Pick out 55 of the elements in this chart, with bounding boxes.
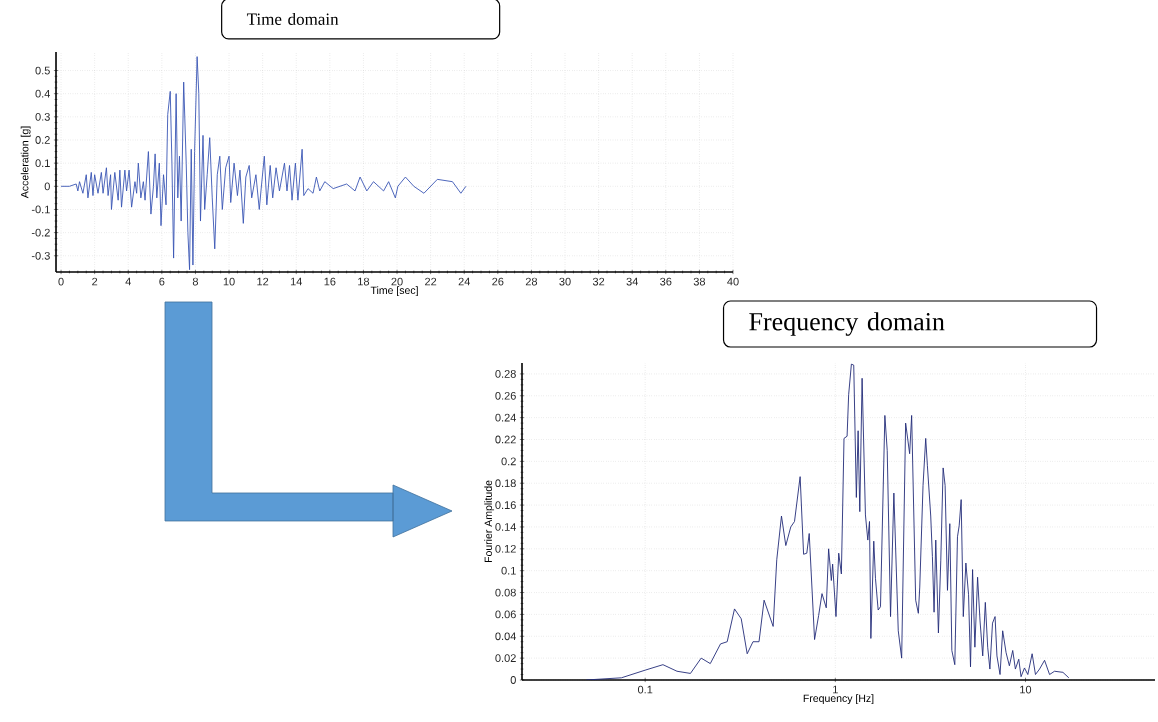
x-tick-label: 0.1 xyxy=(637,685,653,694)
x-tick-label: 30 xyxy=(559,277,571,286)
y-tick-label: 0.1 xyxy=(501,566,516,575)
y-tick-label: 0.3 xyxy=(35,112,50,121)
chart-title: Time domain xyxy=(246,12,339,25)
y-tick-label: 0.4 xyxy=(35,89,51,98)
x-tick-label: 40 xyxy=(727,277,739,286)
y-tick-label: 0.06 xyxy=(495,610,516,619)
x-tick-label: 2 xyxy=(92,277,98,286)
y-tick-label: 0.24 xyxy=(495,413,517,422)
y-tick-label: 0.22 xyxy=(495,435,516,444)
line-series xyxy=(60,56,467,271)
y-tick-label: 0 xyxy=(44,182,50,191)
y-tick-label: 0.02 xyxy=(495,654,516,663)
y-tick-label: 0.18 xyxy=(495,479,516,488)
x-tick-label: 1 xyxy=(833,685,838,694)
x-tick-label: 22 xyxy=(425,277,437,286)
x-tick-label: 32 xyxy=(592,277,605,286)
y-axis-title: Acceleration [g] xyxy=(20,126,31,199)
y-tick-label: -0.1 xyxy=(31,205,50,214)
y-tick-label: 0.28 xyxy=(495,370,516,378)
y-tick-label: -0.2 xyxy=(31,228,50,237)
x-tick-label: 28 xyxy=(525,277,538,286)
y-tick-label: 0.2 xyxy=(501,457,516,466)
y-axis-title: Fourier Amplitude xyxy=(484,480,495,563)
y-tick-label: 0.12 xyxy=(495,544,516,553)
y-tick-label: 0.2 xyxy=(35,136,50,144)
x-tick-label: 18 xyxy=(358,277,370,286)
y-tick-label: 0.04 xyxy=(495,632,517,641)
x-tick-label: 10 xyxy=(223,277,235,286)
chart-title: Frequency domain xyxy=(749,312,945,336)
y-tick-label: 0.14 xyxy=(495,523,517,531)
x-tick-label: 16 xyxy=(324,277,336,286)
x-tick-label: 20 xyxy=(391,277,403,286)
x-tick-label: 4 xyxy=(125,277,131,286)
x-tick-label: 36 xyxy=(660,277,672,286)
y-tick-label: 0.26 xyxy=(495,391,516,400)
x-tick-label: 6 xyxy=(159,277,165,286)
y-tick-label: 0.1 xyxy=(35,159,50,168)
x-tick-label: 26 xyxy=(492,277,504,286)
x-tick-label: 38 xyxy=(693,277,706,286)
y-tick-label: -0.3 xyxy=(31,251,50,260)
x-tick-label: 8 xyxy=(192,277,199,286)
y-tick-label: 0.16 xyxy=(495,501,516,509)
x-tick-label: 24 xyxy=(458,277,471,286)
x-tick-label: 34 xyxy=(626,277,638,286)
x-axis-title: Time [sec] xyxy=(370,286,418,297)
x-tick-label: 14 xyxy=(290,277,303,286)
x-tick-label: 12 xyxy=(257,277,269,286)
y-tick-label: 0.08 xyxy=(495,588,516,597)
x-tick-label: 0 xyxy=(58,277,64,286)
x-tick-label: 10 xyxy=(1020,685,1032,694)
y-tick-label: 0 xyxy=(510,676,516,684)
y-tick-label: 0.5 xyxy=(35,66,50,75)
x-axis-title: Frequency [Hz] xyxy=(803,694,874,705)
